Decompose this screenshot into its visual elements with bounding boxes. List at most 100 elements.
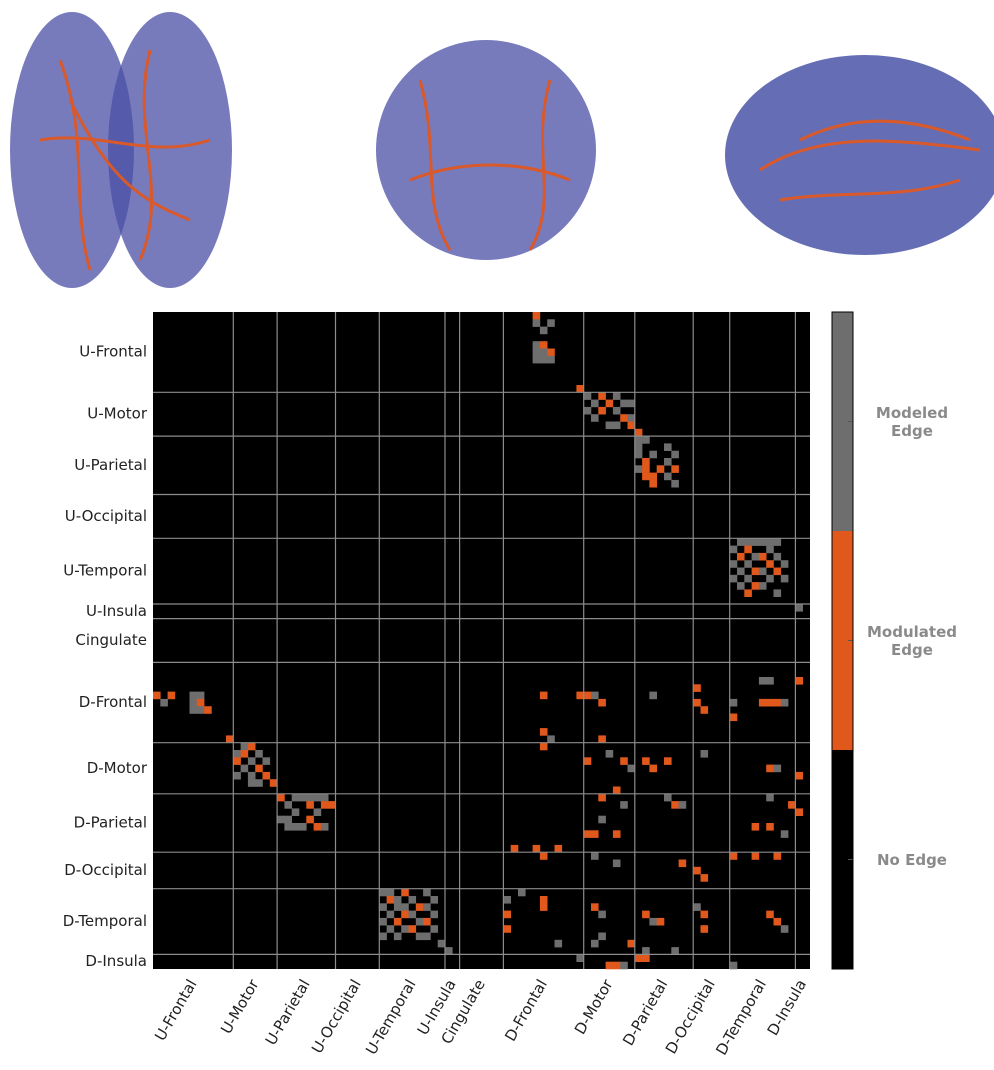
cell — [547, 735, 555, 743]
x-tick-label: D-Insula — [764, 976, 810, 1038]
cell — [613, 787, 621, 795]
cell — [299, 823, 307, 831]
cell — [445, 947, 453, 955]
cell — [241, 765, 249, 773]
cell — [584, 830, 592, 838]
cell — [657, 918, 665, 926]
cell — [781, 830, 789, 838]
matrix-background — [153, 312, 810, 969]
cell — [394, 896, 402, 904]
cell — [635, 429, 643, 437]
cell — [197, 699, 205, 707]
cell — [671, 465, 679, 473]
cell — [591, 830, 599, 838]
cell — [233, 750, 241, 758]
cell — [759, 568, 767, 576]
cell — [292, 794, 300, 802]
cell — [547, 349, 555, 357]
cell — [701, 874, 709, 882]
cell — [642, 458, 650, 466]
cell — [781, 925, 789, 933]
cell — [430, 925, 438, 933]
cell — [284, 816, 292, 824]
cell — [781, 575, 789, 583]
y-tick-label: D-Motor — [87, 759, 148, 777]
cell — [255, 750, 263, 758]
cell — [591, 852, 599, 860]
cell — [401, 911, 409, 919]
cell — [533, 319, 541, 327]
cell — [555, 940, 563, 948]
cell — [394, 903, 402, 911]
y-tick-label: D-Occipital — [64, 861, 147, 879]
cell — [576, 385, 584, 393]
cell — [160, 699, 168, 707]
cell — [606, 750, 614, 758]
cell — [584, 692, 592, 700]
cell — [379, 903, 387, 911]
cell — [795, 772, 803, 780]
cell — [781, 560, 789, 568]
cell — [379, 933, 387, 941]
cell — [649, 451, 657, 459]
cell — [387, 911, 395, 919]
cell — [190, 706, 198, 714]
cell — [752, 538, 760, 546]
cell — [766, 823, 774, 831]
cell — [255, 765, 263, 773]
cell — [576, 692, 584, 700]
cell — [263, 772, 271, 780]
cell — [774, 568, 782, 576]
cell — [328, 801, 336, 809]
cell — [598, 816, 606, 824]
cell — [598, 407, 606, 415]
legend-label: Modulated Edge — [857, 623, 967, 659]
cell — [730, 699, 738, 707]
cell — [248, 779, 256, 787]
legend-label: Modeled Edge — [857, 404, 967, 440]
cell — [730, 575, 738, 583]
x-tick-label: D-Frontal — [501, 976, 551, 1044]
cell — [642, 465, 650, 473]
cell — [701, 750, 709, 758]
cell — [379, 889, 387, 897]
cell — [664, 473, 672, 481]
cell — [649, 918, 657, 926]
cell — [241, 750, 249, 758]
cell — [321, 794, 329, 802]
cell — [598, 794, 606, 802]
cell — [591, 692, 599, 700]
cell — [649, 765, 657, 773]
cell — [766, 765, 774, 773]
legend-label: No Edge — [857, 851, 967, 869]
cell — [774, 852, 782, 860]
cell — [628, 940, 636, 948]
cell — [788, 801, 796, 809]
cell — [284, 801, 292, 809]
cell — [394, 933, 402, 941]
cell — [613, 830, 621, 838]
cell — [795, 604, 803, 612]
cell — [701, 911, 709, 919]
cell — [270, 779, 278, 787]
y-tick-label: D-Temporal — [63, 912, 147, 930]
cell — [620, 801, 628, 809]
cell — [730, 962, 738, 970]
cell — [277, 794, 285, 802]
cell — [766, 546, 774, 554]
cell — [409, 896, 417, 904]
cell — [401, 889, 409, 897]
cell — [540, 356, 548, 364]
cell — [540, 692, 548, 700]
cell — [197, 692, 205, 700]
cell — [766, 575, 774, 583]
cell — [248, 772, 256, 780]
cell — [263, 757, 271, 765]
cell — [620, 757, 628, 765]
x-tick-label: U-Parietal — [262, 976, 314, 1048]
cell — [613, 962, 621, 970]
y-tick-label: Cingulate — [75, 631, 147, 649]
x-tick-label: D-Occipital — [662, 976, 719, 1057]
cell — [387, 896, 395, 904]
cell — [401, 925, 409, 933]
